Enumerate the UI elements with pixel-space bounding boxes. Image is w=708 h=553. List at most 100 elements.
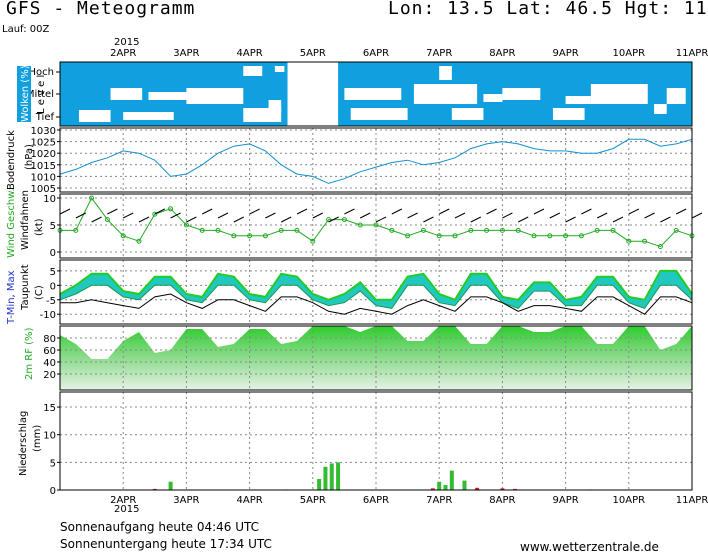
wind-barb	[486, 208, 497, 215]
wind-speed-point	[468, 227, 474, 233]
temperature-panel-label: T-Min, Max	[6, 270, 17, 325]
wind-speed-point	[531, 233, 537, 239]
y-tick-label: -10	[40, 310, 56, 321]
precip-bar	[168, 481, 173, 490]
y-tick-label: 5	[50, 267, 56, 278]
wind-speed-point	[231, 233, 237, 239]
day-label-bottom: 3APR	[173, 495, 199, 506]
wind-barb	[644, 212, 655, 219]
wind-speed-point	[594, 227, 600, 233]
cloud-cover-block	[287, 62, 339, 126]
y-tick-label: 0	[50, 248, 56, 259]
y-tick-label: 1020	[31, 149, 56, 160]
precip-bar	[329, 463, 334, 490]
wind-barb	[249, 208, 260, 215]
precip-bar	[449, 470, 454, 490]
wind-barb	[596, 212, 608, 219]
day-label-top: 5APR	[300, 48, 326, 59]
wind-speed-point	[499, 227, 505, 233]
cloud-level-label: Tief	[35, 112, 55, 123]
wind-speed-point	[436, 233, 442, 239]
wind-speed-point	[373, 222, 379, 228]
wind-barb	[517, 216, 529, 223]
day-label-bottom: 8APR	[489, 495, 515, 506]
wind-speed-point	[104, 217, 110, 223]
cloud-cover-block	[502, 88, 541, 100]
year-label-bottom: 2015	[114, 504, 140, 515]
wind-barb	[233, 216, 245, 223]
wind-barb	[170, 212, 181, 219]
cloud-label-box	[17, 66, 31, 122]
y-tick-label: 60	[43, 346, 56, 357]
y-tick-label: 40	[43, 358, 56, 369]
wind-speed-point	[73, 227, 79, 233]
wind-unit-label: (kt)	[34, 218, 45, 236]
temperature-unit-label: (C)	[34, 285, 45, 300]
precip-bar	[443, 485, 448, 490]
day-label-bottom: 5APR	[300, 495, 326, 506]
wind-speed-point	[310, 238, 316, 244]
day-label-top: 8APR	[489, 48, 515, 59]
day-label-top: 2APR	[110, 48, 136, 59]
day-label-top: 6APR	[363, 48, 389, 59]
precip-bar	[152, 488, 157, 490]
y-tick-label: 1030	[31, 126, 56, 137]
wind-barb	[122, 212, 134, 219]
wind-barb	[201, 208, 213, 215]
precip-bar	[336, 462, 341, 490]
wind-barb	[375, 216, 387, 223]
cloud-cover-block	[565, 96, 591, 104]
wind-speed-point	[215, 227, 221, 233]
y-tick-label: 0	[50, 486, 56, 497]
wind-barb	[391, 208, 403, 215]
wind-speed-point	[199, 227, 205, 233]
precip-panel-frame	[59, 391, 693, 491]
wind-barb	[581, 208, 592, 215]
wind-speed-point	[547, 233, 553, 239]
wind-speed-point	[578, 233, 584, 239]
cloud-cover-block	[483, 94, 503, 102]
day-label-bottom: 4APR	[237, 495, 263, 506]
precip-bar	[317, 478, 322, 490]
wind-barb	[138, 216, 150, 223]
wind-speed-point	[341, 217, 347, 223]
day-label-bottom: 2APR	[110, 495, 136, 506]
cloud-cover-block	[350, 108, 408, 120]
source-url[interactable]: www.wetterzentrale.de	[520, 540, 659, 553]
wind-speed-point	[294, 227, 300, 233]
wind-barb	[407, 212, 418, 219]
cloud-cover-block	[654, 104, 667, 114]
wind-speed-point	[262, 233, 268, 239]
wind-speed-point	[673, 227, 679, 233]
dewpoint-line	[60, 293, 693, 315]
wind-barb	[628, 208, 640, 215]
day-label-bottom: 7APR	[426, 495, 452, 506]
cloud-cover-block	[666, 88, 686, 104]
precip-bar	[513, 488, 518, 490]
sunrise-text: Sonnenaufgang heute 04:46 UTC	[60, 520, 260, 534]
precip-bar	[430, 488, 435, 490]
y-tick-label: 10	[43, 194, 56, 205]
year-label-top: 2015	[114, 37, 140, 48]
day-label-top: 7APR	[426, 48, 452, 59]
y-tick-label: 80	[43, 334, 56, 345]
cloud-cover-block	[590, 84, 648, 104]
wind-speed-point	[420, 227, 426, 233]
wind-speed-point	[183, 222, 189, 228]
pressure-unit-label: (hPa)	[24, 144, 35, 170]
y-tick-label: 1015	[31, 161, 56, 172]
wind-speed-point	[136, 238, 142, 244]
wind-speed-point	[610, 227, 616, 233]
pressure-line	[59, 138, 693, 184]
temp-panel-frame	[59, 259, 693, 325]
day-label-top: 9APR	[553, 48, 579, 59]
cloud-cover-block	[148, 92, 212, 100]
location-info: Lon: 13.5 Lat: 46.5 Hgt: 1192m	[388, 0, 708, 19]
wind-barb	[75, 212, 87, 219]
pressure-panel-frame	[59, 127, 693, 193]
precip-bar	[462, 480, 467, 490]
precip-bar	[323, 466, 328, 490]
precip-bar	[475, 487, 480, 490]
day-label-bottom: 9APR	[553, 495, 579, 506]
wind-speed-point	[515, 227, 521, 233]
